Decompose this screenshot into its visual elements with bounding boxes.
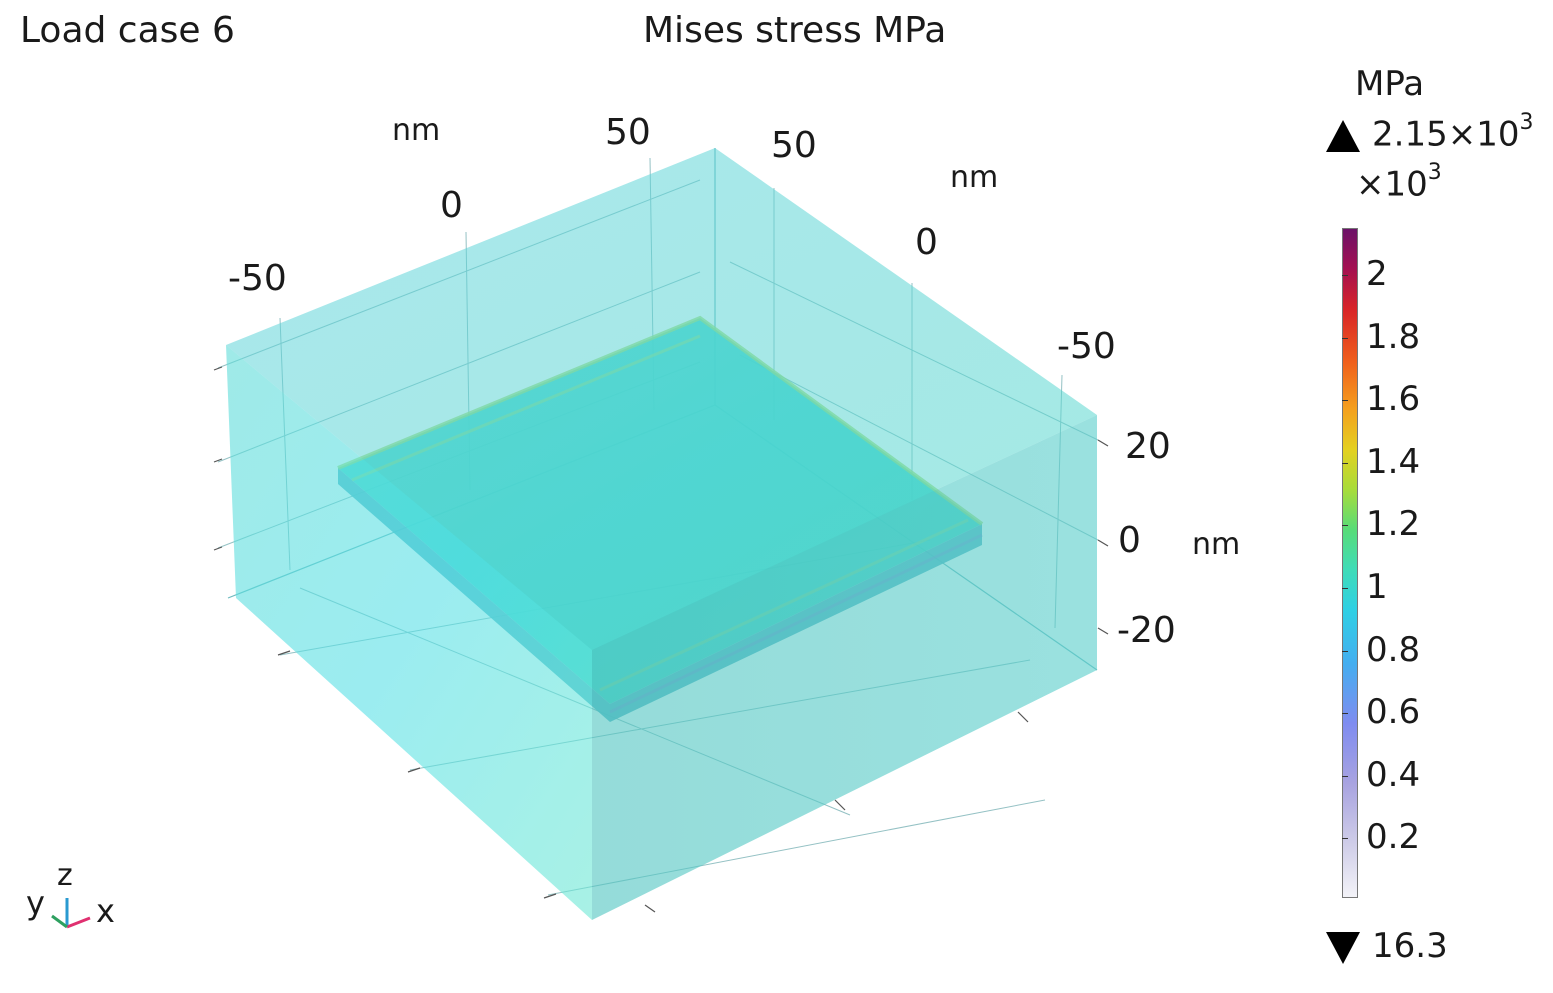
x-tick-label: 50 <box>605 112 651 153</box>
colorbar-tick-label: 1.8 <box>1366 316 1421 357</box>
x-axis-unit: nm <box>392 113 441 148</box>
colorbar-tick-label: 0.6 <box>1366 692 1421 733</box>
colorbar-tick-label: 2 <box>1366 253 1388 294</box>
z-tick-label: 20 <box>1125 426 1171 467</box>
z-tick-label: -20 <box>1117 610 1176 651</box>
colorbar-tick-mark <box>1342 713 1348 715</box>
max-triangle-icon <box>1326 119 1360 152</box>
triad-z-label: z <box>57 858 73 893</box>
colorbar-tick-mark <box>1342 775 1348 777</box>
plot-title: Mises stress MPa <box>643 10 947 51</box>
colorbar-tick-mark <box>1342 274 1348 276</box>
axis-triad-icon <box>51 898 91 929</box>
y-axis-unit: nm <box>950 160 999 195</box>
colorbar-tick-mark <box>1342 337 1348 339</box>
colorbar <box>1342 228 1358 898</box>
triad-x-label: x <box>96 892 115 930</box>
axis-tick-marks <box>213 366 1109 913</box>
y-tick-label: -50 <box>1057 326 1116 367</box>
triad-y-label: y <box>26 884 45 922</box>
colorbar-tick-label: 1.2 <box>1366 504 1421 545</box>
z-tick-label: 0 <box>1118 520 1141 561</box>
colorbar-tick-label: 0.2 <box>1366 817 1421 858</box>
domain-box <box>226 148 1097 920</box>
x-tick-label: -50 <box>228 258 287 299</box>
legend-unit: MPa <box>1355 64 1425 104</box>
x-tick-label: 0 <box>440 185 463 226</box>
colorbar-tick-label: 0.4 <box>1366 754 1421 795</box>
y-tick-label: 0 <box>915 222 938 263</box>
colorbar-tick-mark <box>1342 462 1348 464</box>
z-axis-unit: nm <box>1192 527 1241 562</box>
colorbar-tick-label: 1.6 <box>1366 379 1421 420</box>
legend-scale-factor: ×103 <box>1356 160 1442 205</box>
colorbar-tick-mark <box>1342 588 1348 590</box>
legend-min: 16.3 <box>1326 926 1448 966</box>
y-tick-label: 50 <box>771 125 817 166</box>
legend-max: 2.15×103 <box>1326 110 1533 154</box>
colorbar-tick-mark <box>1342 838 1348 840</box>
colorbar-tick-label: 1.4 <box>1366 441 1421 482</box>
load-case-label: Load case 6 <box>20 10 235 51</box>
colorbar-tick-label: 0.8 <box>1366 629 1421 670</box>
colorbar-tick-mark <box>1342 525 1348 527</box>
colorbar-tick-label: 1 <box>1366 567 1388 608</box>
colorbar-tick-mark <box>1342 650 1348 652</box>
min-triangle-icon <box>1326 931 1360 964</box>
colorbar-tick-mark <box>1342 400 1348 402</box>
